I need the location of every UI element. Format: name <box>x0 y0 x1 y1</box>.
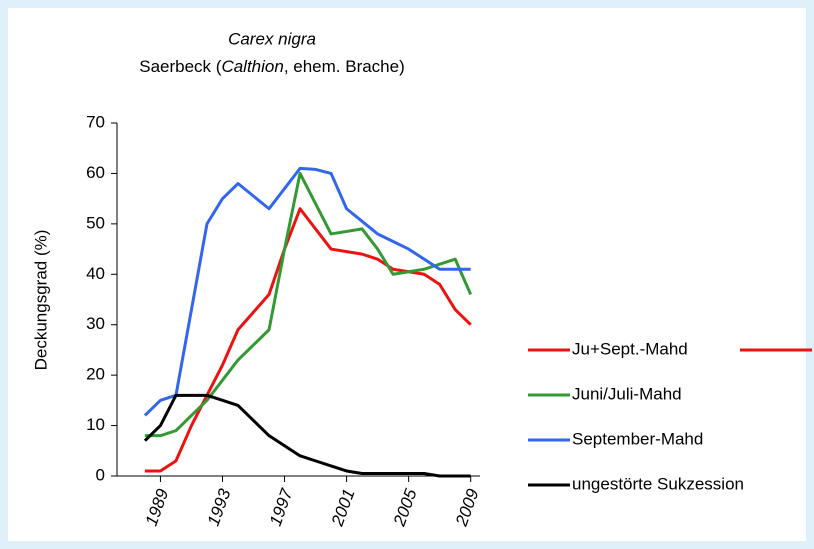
series-line <box>143 393 471 478</box>
y-tick-label: 50 <box>86 213 105 232</box>
subtitle-part: Calthion <box>221 57 283 76</box>
y-tick-label: 30 <box>86 314 105 333</box>
chart-title: Carex nigra <box>228 29 316 48</box>
panel <box>8 8 806 541</box>
legend-label: Ju+Sept.-Mahd <box>572 339 688 358</box>
series-line <box>144 171 473 438</box>
y-tick-label: 60 <box>86 163 105 182</box>
chart-subtitle: Saerbeck (Calthion, ehem. Brache) <box>139 57 405 76</box>
y-tick-label: 10 <box>86 415 105 434</box>
y-axis-label: Deckungsgrad (%) <box>31 230 50 371</box>
subtitle-part: Saerbeck ( <box>139 57 222 76</box>
series-line <box>144 207 472 473</box>
y-tick-label: 40 <box>86 264 105 283</box>
subtitle-part: , ehem. Brache) <box>284 57 405 76</box>
y-tick-label: 20 <box>86 365 105 384</box>
y-tick-label: 0 <box>96 465 105 484</box>
y-tick-label: 70 <box>86 112 105 131</box>
legend-label: Juni/Juli-Mahd <box>572 384 682 403</box>
series-line <box>143 166 471 417</box>
legend-label: ungestörte Sukzession <box>572 474 744 493</box>
legend-label: September-Mahd <box>572 429 703 448</box>
